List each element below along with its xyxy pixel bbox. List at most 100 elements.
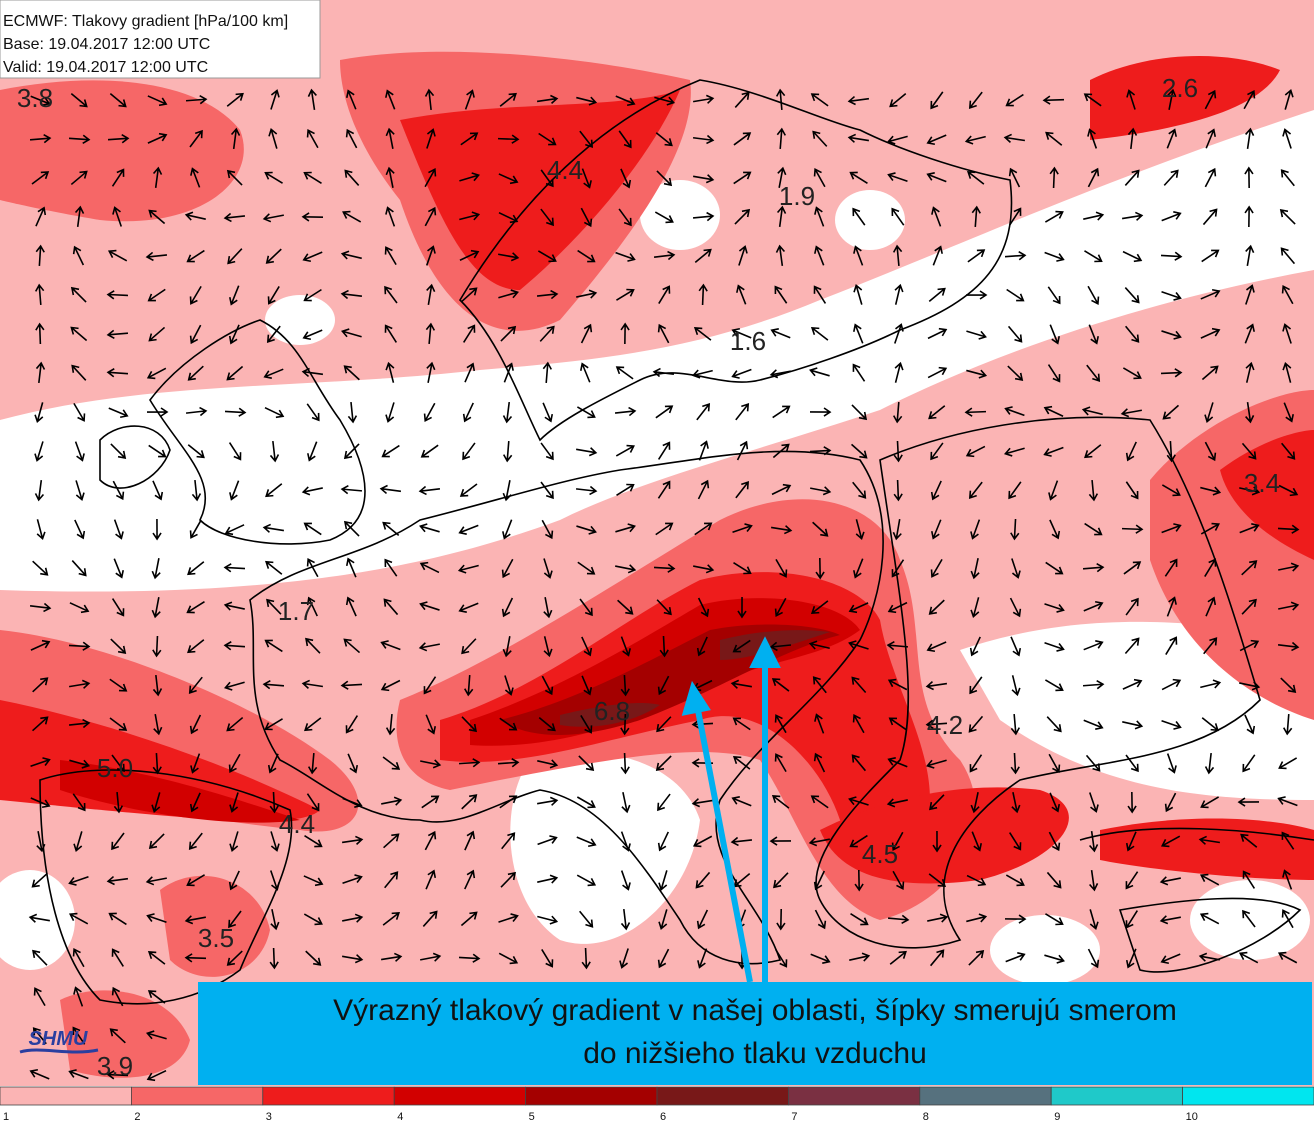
wind-arrow bbox=[1161, 523, 1182, 534]
wind-arrow bbox=[29, 133, 52, 144]
wind-arrow bbox=[1244, 205, 1254, 228]
wind-arrow bbox=[929, 949, 945, 967]
wind-arrow bbox=[266, 598, 282, 615]
wind-arrow bbox=[340, 289, 363, 300]
logo: SHMU bbox=[19, 1028, 99, 1054]
wind-arrow bbox=[344, 169, 360, 186]
wind-arrow bbox=[893, 479, 903, 502]
wind-arrow bbox=[305, 950, 322, 966]
wind-arrow bbox=[1201, 365, 1219, 381]
wind-arrow bbox=[106, 875, 129, 886]
wind-arrow bbox=[1277, 796, 1298, 807]
wind-arrow bbox=[930, 558, 943, 578]
wind-arrow bbox=[1045, 561, 1064, 575]
wind-arrow bbox=[341, 328, 362, 338]
wind-arrow bbox=[147, 288, 166, 302]
wind-arrow bbox=[1204, 167, 1217, 188]
wind-arrow bbox=[72, 1026, 86, 1045]
wind-arrow bbox=[109, 717, 128, 731]
wind-arrow bbox=[342, 210, 362, 223]
wind-arrow bbox=[620, 831, 631, 852]
wind-arrow bbox=[383, 833, 400, 849]
wind-arrow bbox=[189, 792, 201, 813]
wind-arrow bbox=[775, 949, 788, 968]
wind-arrow bbox=[731, 327, 752, 339]
wind-arrow bbox=[970, 519, 981, 540]
wind-arrow bbox=[658, 285, 671, 304]
legend-swatch bbox=[656, 1086, 789, 1106]
wind-arrow bbox=[653, 563, 676, 573]
wind-arrow bbox=[262, 523, 285, 533]
wind-arrow bbox=[1160, 953, 1181, 965]
wind-arrow bbox=[543, 636, 553, 658]
wind-arrow bbox=[347, 401, 358, 424]
wind-arrow bbox=[814, 713, 825, 734]
wind-arrow bbox=[462, 402, 474, 423]
wind-arrow bbox=[616, 288, 635, 301]
wind-arrow bbox=[458, 758, 481, 768]
wind-arrow bbox=[1199, 873, 1220, 886]
wind-arrow bbox=[419, 523, 440, 533]
wind-arrow bbox=[501, 597, 514, 618]
wind-arrow bbox=[657, 793, 671, 812]
wind-arrow bbox=[229, 285, 240, 306]
wind-arrow bbox=[540, 169, 554, 188]
wind-arrow bbox=[385, 166, 395, 188]
wind-arrow bbox=[774, 714, 787, 734]
wind-arrow bbox=[68, 1069, 89, 1080]
wind-arrow bbox=[303, 875, 324, 887]
wind-arrow bbox=[1245, 244, 1255, 266]
wind-arrow bbox=[894, 323, 904, 344]
wind-arrow bbox=[223, 641, 246, 651]
wind-arrow bbox=[576, 836, 597, 848]
wind-arrow bbox=[777, 166, 787, 188]
wind-arrow bbox=[384, 324, 398, 343]
wind-arrow bbox=[735, 480, 750, 499]
wind-arrow bbox=[931, 519, 942, 540]
wind-arrow bbox=[537, 759, 559, 769]
wind-arrow bbox=[656, 716, 672, 733]
wind-arrow bbox=[1200, 288, 1221, 300]
pointer-head bbox=[749, 636, 781, 668]
wind-arrow bbox=[184, 953, 207, 963]
wind-arrow bbox=[68, 912, 89, 925]
wind-arrow bbox=[658, 909, 668, 930]
wind-arrow bbox=[1163, 169, 1179, 186]
wind-arrow bbox=[539, 325, 555, 342]
contour-label: 4.2 bbox=[927, 710, 963, 740]
wind-arrow bbox=[184, 211, 206, 221]
wind-arrow bbox=[853, 245, 864, 266]
wind-arrow bbox=[617, 599, 634, 615]
wind-arrow bbox=[969, 636, 981, 657]
wind-arrow bbox=[1281, 909, 1294, 929]
wind-arrow bbox=[1166, 440, 1176, 463]
pointer-arrows bbox=[681, 636, 781, 983]
wind-arrow bbox=[1003, 133, 1026, 143]
wind-arrow bbox=[697, 479, 710, 500]
wind-arrow bbox=[776, 908, 786, 931]
wind-arrow bbox=[423, 676, 437, 695]
wind-arrow bbox=[618, 130, 632, 149]
wind-arrow bbox=[968, 481, 983, 500]
wind-arrow bbox=[32, 1027, 47, 1045]
wind-arrow bbox=[579, 910, 594, 928]
wind-arrow bbox=[851, 404, 868, 421]
wind-arrow bbox=[1010, 752, 1020, 775]
wind-arrow bbox=[1278, 484, 1299, 497]
wind-arrow bbox=[343, 365, 360, 381]
wind-arrow bbox=[464, 362, 476, 383]
wind-arrow bbox=[152, 752, 162, 775]
wind-arrow bbox=[35, 244, 45, 267]
area-3 bbox=[1090, 56, 1280, 140]
wind-arrow bbox=[190, 167, 201, 188]
wind-arrow bbox=[772, 443, 790, 459]
wind-arrow bbox=[965, 445, 986, 458]
wind-arrow bbox=[306, 557, 319, 578]
wind-arrow bbox=[616, 483, 635, 496]
wind-arrow bbox=[1120, 408, 1142, 418]
wind-arrow bbox=[458, 524, 479, 535]
wind-arrow bbox=[541, 519, 554, 540]
wind-arrow bbox=[966, 874, 987, 887]
wind-arrow bbox=[1201, 249, 1220, 263]
wind-arrow bbox=[1201, 717, 1219, 732]
